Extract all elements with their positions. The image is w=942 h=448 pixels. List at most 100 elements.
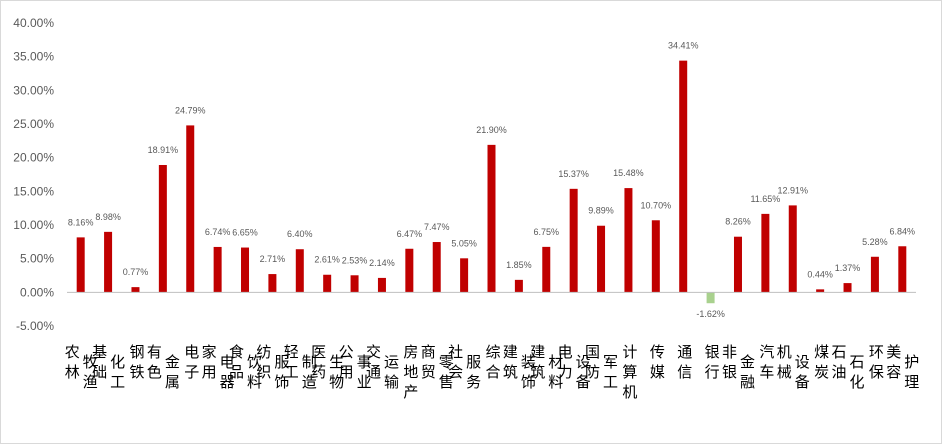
x-category-char: 力 [558, 364, 573, 381]
x-category-char: 化 [110, 354, 125, 371]
x-category-char: 计 [622, 344, 637, 361]
bar [241, 247, 250, 293]
data-label: 11.65% [750, 194, 780, 204]
data-label: 9.89% [588, 206, 614, 216]
x-category-char: 美 [886, 344, 901, 361]
x-category-char: 材 [548, 354, 563, 371]
x-category-char: 设 [795, 354, 810, 371]
x-category-char: 地 [403, 364, 418, 381]
x-category-char: 商 [421, 344, 436, 361]
bar [542, 246, 551, 293]
x-category-char: 保 [869, 364, 884, 381]
bar [432, 242, 441, 293]
y-tick-label: 35.00% [13, 50, 54, 64]
data-label: 2.71% [260, 254, 286, 264]
x-category-char: 服 [466, 354, 481, 371]
x-category-char: 属 [165, 374, 180, 391]
data-label: 10.70% [641, 200, 672, 210]
data-label: 18.91% [148, 145, 179, 155]
data-label: 6.47% [397, 229, 423, 239]
x-category-char: 备 [576, 374, 591, 391]
x-category-char: 饰 [274, 374, 289, 391]
data-label: 6.74% [205, 227, 231, 237]
x-category-char: 渔 [83, 374, 98, 391]
y-tick-label: 0.00% [20, 285, 54, 299]
x-category-char: 传 [650, 344, 665, 361]
x-category-char: 机 [622, 384, 637, 401]
x-category-char: 环 [869, 344, 884, 361]
data-label: 6.65% [232, 228, 258, 238]
x-category-char: 品 [229, 364, 244, 381]
x-category-char: 器 [220, 374, 235, 391]
bar [104, 231, 113, 293]
x-category-char: 金 [165, 354, 180, 371]
x-category-char: 电 [220, 354, 235, 371]
bar [816, 289, 825, 293]
bar [514, 279, 523, 293]
x-category-char: 业 [357, 374, 372, 391]
x-category-char: 机 [777, 344, 792, 361]
x-category-char: 筑 [503, 364, 518, 381]
x-category-char: 事 [357, 354, 372, 371]
data-label: 8.16% [68, 217, 94, 227]
bar [350, 275, 359, 293]
x-category-char: 铁 [129, 364, 144, 381]
x-category-char: 煤 [814, 344, 829, 361]
x-category-char: 饮 [247, 354, 262, 371]
data-label: 7.47% [424, 222, 450, 232]
bar [733, 236, 742, 293]
x-category-char: 会 [448, 364, 463, 381]
y-tick-label: 40.00% [13, 16, 54, 30]
x-category-char: 零 [439, 354, 454, 371]
bar [268, 274, 277, 293]
x-category-char: 油 [832, 364, 847, 381]
x-category-char: 非 [722, 344, 737, 361]
bar [679, 60, 688, 293]
x-category-char: 国 [585, 344, 600, 361]
x-category-char: 基 [92, 344, 107, 361]
x-category-char: 产 [403, 384, 418, 401]
x-category-char: 护 [904, 354, 919, 371]
x-category-char: 算 [622, 363, 637, 381]
data-label: 1.85% [506, 260, 532, 270]
y-tick-label: 5.00% [20, 252, 54, 266]
bar [597, 225, 606, 293]
bar [158, 164, 167, 293]
x-category-char: 输 [384, 374, 399, 391]
data-label: 1.37% [835, 263, 861, 273]
x-category-char: 金 [740, 354, 755, 371]
x-category-char: 械 [777, 364, 792, 381]
bar [898, 246, 907, 293]
x-category-char: 家 [202, 344, 217, 361]
data-label: 0.44% [807, 269, 833, 279]
x-category-char: 用 [339, 364, 354, 381]
x-category-char: 林 [65, 364, 80, 381]
x-category-char: 纺 [256, 344, 271, 361]
x-category-char: 社 [448, 344, 463, 361]
data-label: 8.26% [725, 217, 751, 227]
x-category-char: 工 [603, 374, 618, 391]
bar [624, 188, 633, 293]
bars [76, 60, 907, 304]
x-axis: 农林牧渔基础化工钢铁有色金属电子家用电器食品饮料纺织服饰轻工制造医药生物公用事业… [65, 291, 919, 401]
bar [76, 237, 85, 293]
data-label: 15.48% [613, 168, 644, 178]
x-category-char: 汽 [759, 344, 774, 361]
x-category-char: 建 [503, 344, 518, 361]
x-category-char: 务 [466, 374, 481, 391]
data-label: 2.53% [342, 255, 368, 265]
x-category-char: 饰 [521, 374, 536, 391]
bar [131, 287, 140, 293]
x-category-char: 石 [832, 344, 847, 361]
x-category-char: 子 [184, 364, 199, 381]
data-label: 2.61% [314, 255, 340, 265]
y-tick-label: 15.00% [13, 184, 54, 198]
bar [843, 283, 852, 293]
bar [761, 213, 770, 293]
x-category-char: 化 [850, 374, 865, 391]
x-category-char: 行 [705, 364, 720, 381]
x-category-char: 理 [904, 374, 919, 391]
x-category-char: 银 [705, 344, 720, 361]
x-category-char: 电 [184, 344, 199, 361]
